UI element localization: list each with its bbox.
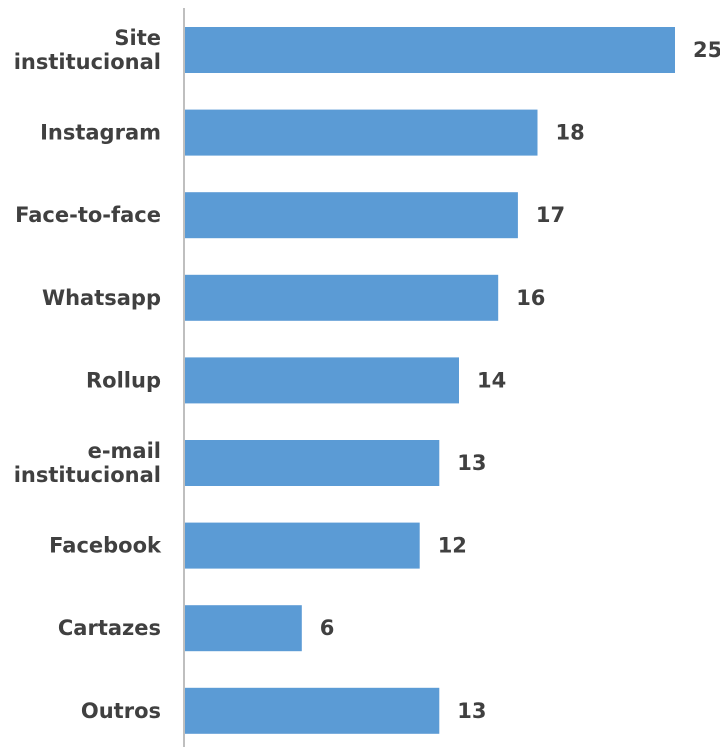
category-label-7: Cartazes xyxy=(58,616,161,640)
value-labels: 25 18 17 16 14 13 12 6 13 xyxy=(320,38,720,723)
category-label-line: e-mail xyxy=(88,439,161,463)
value-label-7: 6 xyxy=(320,616,335,640)
bar-4 xyxy=(184,357,459,404)
category-label-line: Outros xyxy=(81,699,161,723)
category-label-line: Rollup xyxy=(86,368,161,392)
category-label-line: institucional xyxy=(14,50,161,74)
category-label-1: Instagram xyxy=(40,121,161,145)
category-label-line: Facebook xyxy=(49,534,162,558)
category-label-5: e-mail institucional xyxy=(14,439,161,487)
category-label-line: Site xyxy=(114,26,161,50)
category-label-line: Cartazes xyxy=(58,616,161,640)
bar-0 xyxy=(184,27,675,73)
category-label-6: Facebook xyxy=(49,534,162,558)
category-labels: Site institucionalInstagramFace-to-faceWh… xyxy=(14,26,162,723)
bars-layer xyxy=(184,27,675,734)
category-label-line: institucional xyxy=(14,463,161,487)
category-label-0: Site institucional xyxy=(14,26,161,74)
value-label-3: 16 xyxy=(516,286,545,310)
bar-5 xyxy=(184,440,440,486)
category-label-line: Whatsapp xyxy=(42,286,161,310)
category-label-line: Instagram xyxy=(40,121,161,145)
bar-6 xyxy=(184,522,420,569)
value-label-8: 13 xyxy=(457,699,486,723)
bar-1 xyxy=(184,109,538,156)
category-label-8: Outros xyxy=(81,699,161,723)
bar-3 xyxy=(184,274,499,321)
value-label-1: 18 xyxy=(556,121,585,145)
category-label-2: Face-to-face xyxy=(15,203,161,227)
value-label-2: 17 xyxy=(536,203,565,227)
value-label-4: 14 xyxy=(477,368,506,392)
value-label-0: 25 xyxy=(693,38,720,62)
value-label-5: 13 xyxy=(457,451,486,475)
bar-8 xyxy=(184,687,440,734)
category-label-line: Face-to-face xyxy=(15,203,161,227)
bar-7 xyxy=(184,605,302,652)
category-label-3: Whatsapp xyxy=(42,286,161,310)
value-label-6: 12 xyxy=(438,534,467,558)
category-label-4: Rollup xyxy=(86,368,161,392)
bar-2 xyxy=(184,192,518,239)
